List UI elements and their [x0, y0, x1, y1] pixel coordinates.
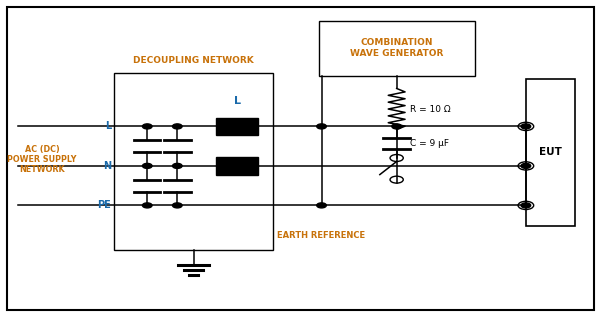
- FancyBboxPatch shape: [526, 79, 575, 226]
- Circle shape: [172, 124, 182, 129]
- Circle shape: [142, 163, 152, 168]
- Text: EARTH REFERENCE: EARTH REFERENCE: [278, 231, 365, 240]
- FancyBboxPatch shape: [7, 7, 594, 310]
- Circle shape: [142, 203, 152, 208]
- Text: DECOUPLING NETWORK: DECOUPLING NETWORK: [133, 56, 254, 65]
- FancyBboxPatch shape: [216, 118, 258, 135]
- Circle shape: [172, 203, 182, 208]
- Text: COMBINATION
WAVE GENERATOR: COMBINATION WAVE GENERATOR: [350, 39, 444, 58]
- FancyBboxPatch shape: [319, 21, 475, 76]
- Text: PE: PE: [97, 200, 111, 210]
- Circle shape: [521, 124, 531, 129]
- Circle shape: [392, 124, 401, 129]
- Circle shape: [521, 163, 531, 168]
- Text: N: N: [103, 161, 111, 171]
- Circle shape: [172, 163, 182, 168]
- Circle shape: [142, 124, 152, 129]
- FancyBboxPatch shape: [216, 157, 258, 175]
- Text: AC (DC)
POWER SUPPLY
NETWORK: AC (DC) POWER SUPPLY NETWORK: [7, 145, 77, 174]
- Text: EUT: EUT: [539, 148, 562, 157]
- Circle shape: [317, 203, 326, 208]
- FancyBboxPatch shape: [114, 73, 273, 250]
- Text: R = 10 Ω: R = 10 Ω: [410, 105, 451, 113]
- Circle shape: [317, 124, 326, 129]
- Text: L: L: [234, 96, 241, 106]
- Circle shape: [521, 203, 531, 208]
- Text: C = 9 μF: C = 9 μF: [410, 139, 449, 148]
- Text: L: L: [105, 121, 111, 131]
